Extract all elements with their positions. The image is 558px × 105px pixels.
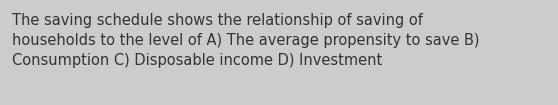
Text: The saving schedule shows the relationship of saving of
households to the level : The saving schedule shows the relationsh…: [12, 13, 480, 68]
